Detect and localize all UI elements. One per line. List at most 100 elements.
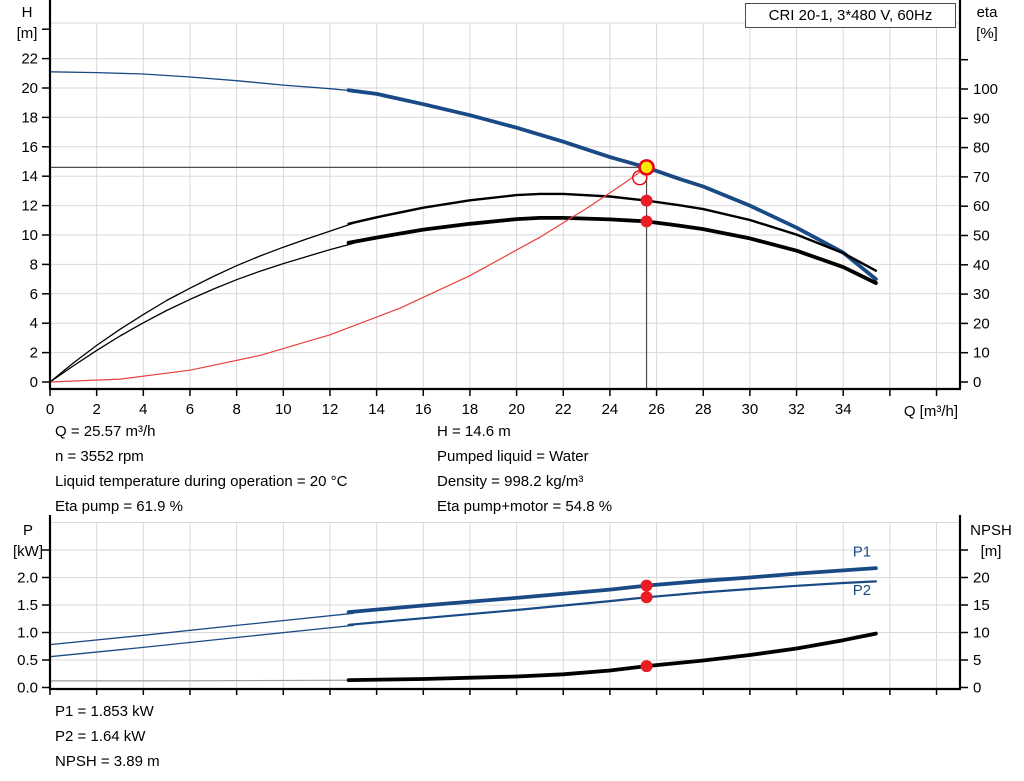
marker-eta-pump-motor-point <box>640 215 653 228</box>
top-left-tick-label: 22 <box>21 51 38 68</box>
info-speed: n = 3552 rpm <box>55 448 144 465</box>
info-eta-pump: Eta pump = 61.9 % <box>55 498 183 515</box>
top-x-tick-label: 18 <box>462 401 479 418</box>
top-x-tick-label: 28 <box>695 401 712 418</box>
curve-requested-duty-curve <box>49 166 648 383</box>
info-p1: P1 = 1.853 kW <box>55 703 154 720</box>
info-density: Density = 998.2 kg/m³ <box>437 473 584 490</box>
top-left-tick-label: 4 <box>30 315 38 332</box>
top-x-tick-label: 14 <box>368 401 385 418</box>
info-eta-pump-motor: Eta pump+motor = 54.8 % <box>437 498 613 515</box>
series-label-P2: P2 <box>853 582 871 599</box>
bottom-right-tick-label: 10 <box>973 625 990 642</box>
top-x-tick-label: 20 <box>508 401 525 418</box>
top-x-tick-label: 32 <box>788 401 805 418</box>
top-x-tick-label: 30 <box>742 401 759 418</box>
curve-P2-range <box>49 624 354 658</box>
bottom-right-tick-label: 20 <box>973 570 990 587</box>
curve-eta-pump <box>347 192 878 272</box>
npsh-axis-label-unit: [m] <box>980 543 1002 560</box>
top-x-tick-label: 16 <box>415 401 432 418</box>
top-x-tick-label: 24 <box>602 401 619 418</box>
npsh-axis-label: NPSH [m] <box>962 520 1020 562</box>
top-left-tick-label: 2 <box>30 345 38 362</box>
info-p2: P2 = 1.64 kW <box>55 728 146 745</box>
q-axis-label: Q [m³/h] <box>903 403 958 420</box>
marker-duty-point[interactable] <box>638 159 655 176</box>
curve-P1-range <box>49 612 354 646</box>
top-right-tick-label: 90 <box>973 110 990 127</box>
pump-title-box: CRI 20-1, 3*480 V, 60Hz <box>745 3 956 28</box>
bottom-right-tick-label: 15 <box>973 597 990 614</box>
p-axis-label-unit: [kW] <box>13 543 43 560</box>
info-npsh: NPSH = 3.89 m <box>55 753 160 770</box>
top-left-tick-label: 16 <box>21 139 38 156</box>
p-axis-label-symbol: P <box>22 522 33 539</box>
top-left-tick-label: 10 <box>21 227 38 244</box>
eta-axis-label: eta [%] <box>962 2 1012 44</box>
top-right-tick-label: 40 <box>973 257 990 274</box>
marker-p2-point <box>640 591 653 604</box>
top-left-tick-label: 12 <box>21 198 38 215</box>
curve-NPSH-range <box>49 679 354 682</box>
top-left-tick-label: 0 <box>30 374 38 391</box>
h-axis-label-unit: [m] <box>16 25 38 42</box>
h-axis-label-symbol: H <box>21 4 33 21</box>
marker-eta-pump-point <box>640 194 653 207</box>
top-x-tick-label: 10 <box>275 401 292 418</box>
curve-QH <box>346 88 878 282</box>
eta-axis-label-unit: [%] <box>976 25 998 42</box>
top-right-tick-label: 50 <box>973 228 990 245</box>
top-right-tick-label: 20 <box>973 315 990 332</box>
npsh-axis-label-symbol: NPSH <box>970 522 1012 539</box>
power-info: P1 = 1.853 kW P2 = 1.64 kW NPSH = 3.89 m <box>55 699 160 774</box>
top-right-tick-label: 70 <box>973 169 990 186</box>
info-q: Q = 25.57 m³/h <box>55 423 156 440</box>
top-right-tick-label: 80 <box>973 140 990 157</box>
info-pumped-liquid: Pumped liquid = Water <box>437 448 589 465</box>
top-x-tick-label: 26 <box>648 401 665 418</box>
bottom-left-tick-label: 0.5 <box>17 652 38 669</box>
bottom-left-tick-label: 0.0 <box>17 680 38 697</box>
top-right-tick-label: 100 <box>973 81 998 98</box>
series-label-P1: P1 <box>853 544 871 561</box>
top-right-tick-label: 60 <box>973 198 990 215</box>
top-left-tick-label: 18 <box>21 109 38 126</box>
info-h: H = 14.6 m <box>437 423 511 440</box>
top-right-tick-label: 10 <box>973 345 990 362</box>
marker-npsh-point <box>640 660 653 673</box>
duty-info-left: Q = 25.57 m³/h n = 3552 rpm Liquid tempe… <box>55 419 347 519</box>
top-x-tick-label: 2 <box>92 401 100 418</box>
bottom-right-tick-label: 0 <box>973 680 981 697</box>
top-left-tick-label: 6 <box>30 286 38 303</box>
eta-axis-label-symbol: eta <box>976 4 998 21</box>
curve-eta-pump-motor-range <box>49 242 354 383</box>
bottom-left-tick-label: 1.0 <box>17 625 38 642</box>
h-axis-label: H [m] <box>8 2 46 44</box>
top-x-tick-label: 22 <box>555 401 572 418</box>
bottom-left-tick-label: 2.0 <box>17 570 38 587</box>
top-right-tick-label: 30 <box>973 286 990 303</box>
top-x-tick-label: 12 <box>322 401 339 418</box>
bottom-left-tick-label: 1.5 <box>17 597 38 614</box>
top-x-tick-label: 4 <box>139 401 147 418</box>
duty-info-right: H = 14.6 m Pumped liquid = Water Density… <box>437 419 612 519</box>
top-left-tick-label: 14 <box>21 168 38 185</box>
top-x-tick-label: 8 <box>232 401 240 418</box>
curve-eta-pump-range <box>49 222 354 383</box>
top-left-tick-label: 8 <box>30 256 38 273</box>
top-x-tick-label: 34 <box>835 401 852 418</box>
marker-p1-point <box>640 579 653 592</box>
bottom-right-tick-label: 5 <box>973 652 981 669</box>
top-x-tick-label: 6 <box>186 401 194 418</box>
curve-eta-pump-motor <box>346 215 878 285</box>
curve-P1 <box>346 566 878 614</box>
info-liquid-temperature: Liquid temperature during operation = 20… <box>55 473 348 490</box>
curve-QH-range <box>49 71 354 92</box>
top-right-tick-label: 0 <box>973 374 981 391</box>
top-x-tick-label: 0 <box>46 401 54 418</box>
curve-P2 <box>347 580 878 626</box>
p-axis-label: P [kW] <box>6 520 50 562</box>
